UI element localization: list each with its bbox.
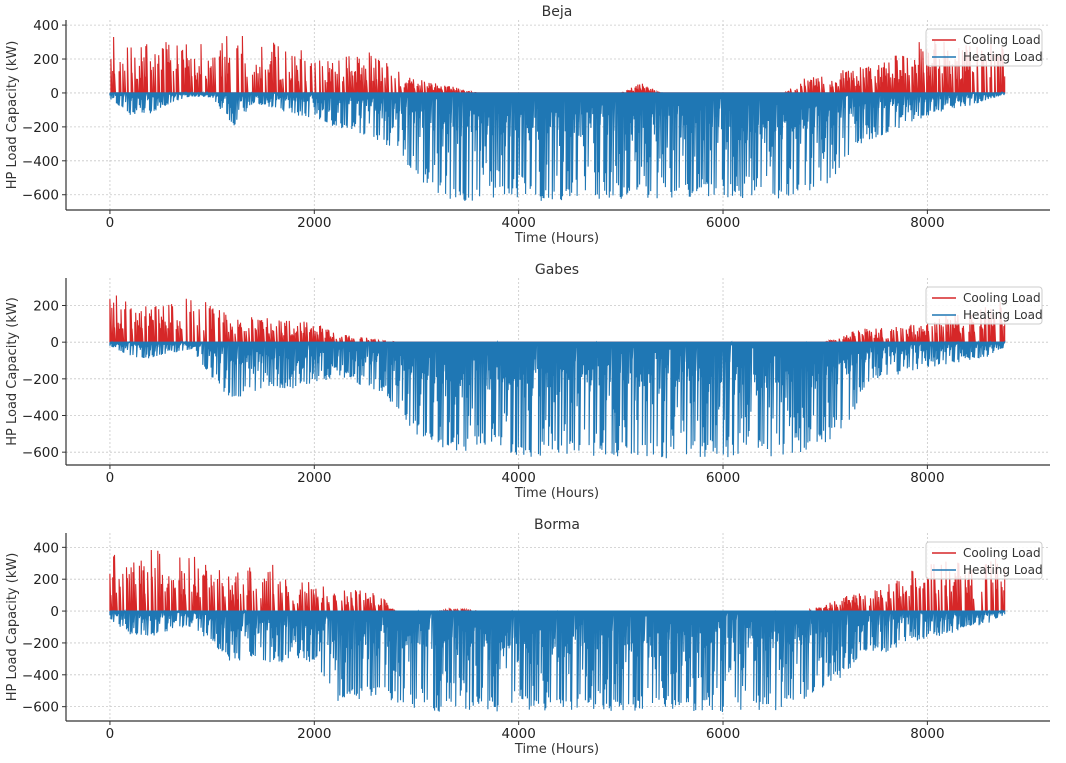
y-axis-label: HP Load Capacity (kW) [5,553,20,702]
y-tick-label: 200 [33,572,59,588]
chart-title: Gabes [535,262,579,278]
y-tick-label: −600 [22,445,59,461]
y-tick-label: 400 [33,540,59,556]
y-tick-label: −600 [22,188,59,204]
y-tick-label: −600 [22,700,59,716]
chart-panel-beja: 0 2000 4000 6000 80004002000−200−400−600Beja… [5,4,1050,246]
y-axis-label: HP Load Capacity (kW) [5,297,20,446]
chart-panel-borma: 0 2000 4000 6000 80004002000−200−400−600Borm… [5,517,1050,757]
chart-panel-gabes: 0 2000 4000 6000 80002000−200−400−600GabesTi… [5,262,1050,501]
y-tick-label: 400 [33,18,59,34]
x-tick-label: 6000 [706,726,740,742]
y-tick-label: −200 [22,636,59,652]
x-tick-label: 4000 [501,215,535,231]
y-tick-label: 0 [50,335,59,351]
legend: Cooling Load Heating Load [925,28,1043,67]
y-tick-label: 0 [50,86,59,102]
series-cooling-load [109,35,1006,96]
legend-label: Cooling Load [963,33,1041,47]
x-tick-label: 2000 [297,470,331,486]
x-tick-label: 6000 [706,215,740,231]
x-tick-label: 8000 [910,726,944,742]
legend-label: Heating Load [963,50,1043,64]
series-cooling-load [109,549,1006,614]
chart-title: Borma [534,517,580,533]
x-tick-label: 4000 [501,726,535,742]
series-cooling-load [109,295,1006,344]
y-tick-label: −200 [22,120,59,136]
chart-title: Beja [542,4,573,20]
y-tick-label: 200 [33,52,59,68]
x-tick-label: 0 [106,726,115,742]
x-tick-label: 0 [106,215,115,231]
legend-label: Cooling Load [963,291,1041,305]
x-axis-label: Time (Hours) [514,742,599,757]
series-heating-load [109,90,1006,202]
x-tick-label: 6000 [706,470,740,486]
legend-label: Heating Load [963,308,1043,322]
legend-label: Heating Load [963,563,1043,577]
x-axis-label: Time (Hours) [514,231,599,246]
x-tick-label: 8000 [910,470,944,486]
x-tick-label: 8000 [910,215,944,231]
y-tick-label: −400 [22,668,59,684]
x-tick-label: 0 [106,470,115,486]
y-tick-label: 0 [50,604,59,620]
y-axis-label: HP Load Capacity (kW) [5,41,20,190]
series-heating-load [109,340,1006,459]
series-heating-load [109,608,1006,713]
legend-label: Cooling Load [963,546,1041,560]
x-tick-label: 2000 [297,726,331,742]
x-axis-label: Time (Hours) [514,486,599,501]
y-tick-label: −200 [22,372,59,388]
x-tick-label: 4000 [501,470,535,486]
y-tick-label: −400 [22,409,59,425]
legend: Cooling Load Heating Load [925,541,1043,580]
legend: Cooling Load Heating Load [925,286,1043,325]
y-tick-label: 200 [33,299,59,315]
x-tick-label: 2000 [297,215,331,231]
y-tick-label: −400 [22,154,59,170]
